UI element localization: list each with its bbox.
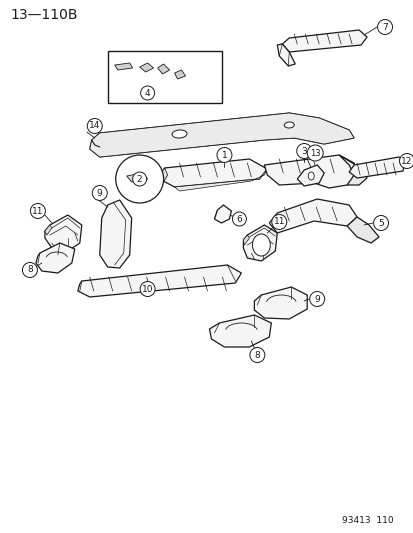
Circle shape (309, 292, 324, 306)
Text: 6: 6 (236, 214, 242, 223)
Polygon shape (100, 200, 131, 268)
Polygon shape (90, 113, 353, 157)
Text: 1: 1 (221, 150, 227, 159)
Text: 4: 4 (145, 88, 150, 98)
Text: 11: 11 (273, 217, 285, 227)
Circle shape (92, 185, 107, 200)
Text: 2: 2 (137, 174, 142, 183)
Polygon shape (174, 70, 185, 79)
Circle shape (140, 281, 155, 296)
FancyBboxPatch shape (107, 51, 222, 103)
Circle shape (232, 212, 246, 226)
Circle shape (115, 155, 163, 203)
Circle shape (30, 204, 45, 219)
Text: 9: 9 (97, 189, 102, 198)
Text: 5: 5 (377, 219, 383, 228)
Text: 8: 8 (27, 265, 33, 274)
Text: 14: 14 (89, 122, 100, 131)
Circle shape (306, 145, 323, 161)
Circle shape (249, 348, 264, 362)
Polygon shape (297, 165, 323, 186)
Polygon shape (348, 157, 404, 178)
Polygon shape (254, 287, 306, 319)
Polygon shape (78, 265, 241, 297)
Polygon shape (214, 205, 231, 223)
Polygon shape (174, 169, 267, 191)
Polygon shape (45, 215, 82, 251)
Circle shape (399, 154, 413, 168)
Polygon shape (114, 63, 132, 70)
Text: 9: 9 (313, 295, 319, 303)
Text: 13: 13 (309, 149, 320, 157)
Polygon shape (282, 30, 366, 52)
Text: 10: 10 (142, 285, 153, 294)
Polygon shape (277, 44, 294, 66)
Circle shape (373, 215, 387, 230)
Text: 7: 7 (381, 22, 387, 31)
Circle shape (140, 86, 154, 100)
Ellipse shape (252, 234, 270, 256)
Polygon shape (45, 225, 52, 235)
Text: 12: 12 (400, 157, 412, 166)
Circle shape (22, 262, 37, 278)
Polygon shape (338, 155, 366, 185)
Polygon shape (209, 315, 271, 347)
Polygon shape (157, 64, 169, 74)
Text: 8: 8 (254, 351, 260, 359)
Text: 93413  110: 93413 110 (342, 516, 393, 525)
Polygon shape (243, 235, 249, 245)
Text: 11: 11 (32, 206, 43, 215)
Polygon shape (90, 113, 353, 157)
Text: 13—110B: 13—110B (10, 8, 77, 22)
Circle shape (132, 172, 146, 186)
Polygon shape (243, 225, 277, 261)
Polygon shape (157, 168, 167, 185)
Polygon shape (346, 217, 378, 243)
Polygon shape (269, 199, 356, 233)
Polygon shape (126, 173, 147, 182)
Ellipse shape (308, 172, 313, 180)
Polygon shape (157, 159, 267, 187)
Circle shape (216, 148, 231, 163)
Text: 3: 3 (301, 147, 306, 156)
Circle shape (296, 143, 311, 158)
Circle shape (271, 214, 286, 230)
Circle shape (377, 20, 392, 35)
Polygon shape (263, 155, 358, 188)
Polygon shape (139, 63, 153, 72)
Circle shape (87, 118, 102, 133)
Ellipse shape (172, 130, 187, 138)
Ellipse shape (284, 122, 294, 128)
Polygon shape (36, 243, 75, 273)
